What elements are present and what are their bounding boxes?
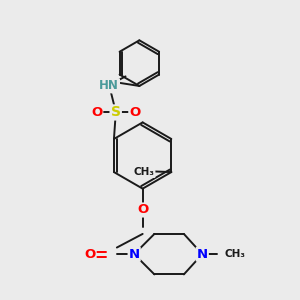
Text: N: N — [129, 248, 140, 261]
Text: N: N — [197, 248, 208, 261]
Text: CH₃: CH₃ — [134, 167, 154, 177]
Text: HN: HN — [99, 80, 119, 92]
Text: O: O — [84, 248, 96, 261]
Text: O: O — [129, 106, 141, 119]
Text: O: O — [137, 203, 148, 217]
Text: O: O — [91, 106, 102, 119]
Text: CH₃: CH₃ — [224, 249, 245, 259]
Text: S: S — [111, 106, 121, 119]
